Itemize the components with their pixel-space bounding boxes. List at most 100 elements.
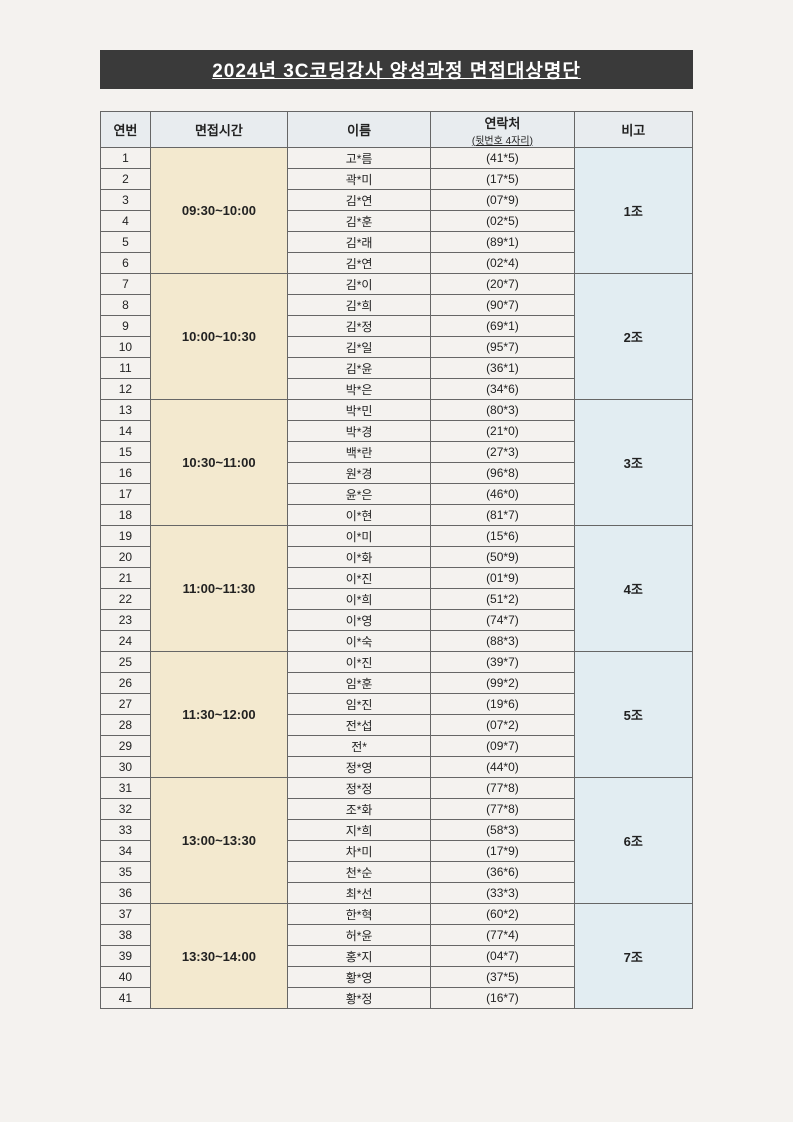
cell-phone: (02*5): [431, 211, 574, 232]
cell-phone: (36*6): [431, 862, 574, 883]
cell-num: 23: [101, 610, 151, 631]
cell-num: 28: [101, 715, 151, 736]
cell-name: 홍*지: [287, 946, 430, 967]
cell-num: 5: [101, 232, 151, 253]
cell-name: 정*정: [287, 778, 430, 799]
cell-phone: (51*2): [431, 589, 574, 610]
cell-num: 18: [101, 505, 151, 526]
cell-time: 10:00~10:30: [150, 274, 287, 400]
cell-num: 15: [101, 442, 151, 463]
cell-name: 이*숙: [287, 631, 430, 652]
cell-name: 차*미: [287, 841, 430, 862]
cell-phone: (80*3): [431, 400, 574, 421]
cell-name: 천*순: [287, 862, 430, 883]
cell-name: 김*래: [287, 232, 430, 253]
cell-time: 11:30~12:00: [150, 652, 287, 778]
cell-group: 3조: [574, 400, 692, 526]
cell-phone: (36*1): [431, 358, 574, 379]
cell-phone: (17*5): [431, 169, 574, 190]
cell-phone: (21*0): [431, 421, 574, 442]
cell-num: 33: [101, 820, 151, 841]
cell-phone: (34*6): [431, 379, 574, 400]
cell-phone: (15*6): [431, 526, 574, 547]
cell-phone: (90*7): [431, 295, 574, 316]
cell-num: 7: [101, 274, 151, 295]
cell-phone: (04*7): [431, 946, 574, 967]
cell-phone: (96*8): [431, 463, 574, 484]
table-row: 710:00~10:30김*이(20*7)2조: [101, 274, 693, 295]
cell-num: 27: [101, 694, 151, 715]
cell-name: 박*민: [287, 400, 430, 421]
cell-phone: (95*7): [431, 337, 574, 358]
cell-phone: (20*7): [431, 274, 574, 295]
cell-num: 9: [101, 316, 151, 337]
cell-num: 8: [101, 295, 151, 316]
col-phone-sub: (뒷번호 4자리): [431, 132, 573, 147]
header-row: 연번 면접시간 이름 연락처 (뒷번호 4자리) 비고: [101, 112, 693, 148]
col-group: 비고: [574, 112, 692, 148]
cell-num: 34: [101, 841, 151, 862]
cell-phone: (50*9): [431, 547, 574, 568]
cell-num: 40: [101, 967, 151, 988]
cell-num: 36: [101, 883, 151, 904]
cell-num: 24: [101, 631, 151, 652]
cell-num: 12: [101, 379, 151, 400]
cell-phone: (07*9): [431, 190, 574, 211]
table-row: 1310:30~11:00박*민(80*3)3조: [101, 400, 693, 421]
cell-name: 한*혁: [287, 904, 430, 925]
cell-name: 정*영: [287, 757, 430, 778]
cell-phone: (27*3): [431, 442, 574, 463]
cell-num: 22: [101, 589, 151, 610]
cell-num: 29: [101, 736, 151, 757]
cell-num: 38: [101, 925, 151, 946]
cell-name: 백*란: [287, 442, 430, 463]
cell-time: 10:30~11:00: [150, 400, 287, 526]
cell-name: 김*일: [287, 337, 430, 358]
cell-name: 김*훈: [287, 211, 430, 232]
cell-phone: (58*3): [431, 820, 574, 841]
cell-num: 25: [101, 652, 151, 673]
cell-phone: (07*2): [431, 715, 574, 736]
cell-num: 6: [101, 253, 151, 274]
cell-num: 10: [101, 337, 151, 358]
cell-name: 지*희: [287, 820, 430, 841]
cell-name: 김*윤: [287, 358, 430, 379]
cell-name: 이*진: [287, 568, 430, 589]
cell-phone: (33*3): [431, 883, 574, 904]
page-title: 2024년 3C코딩강사 양성과정 면접대상명단: [100, 50, 693, 89]
cell-name: 조*화: [287, 799, 430, 820]
cell-name: 윤*은: [287, 484, 430, 505]
cell-group: 5조: [574, 652, 692, 778]
cell-phone: (39*7): [431, 652, 574, 673]
cell-phone: (01*9): [431, 568, 574, 589]
cell-time: 09:30~10:00: [150, 148, 287, 274]
table-row: 1911:00~11:30이*미(15*6)4조: [101, 526, 693, 547]
cell-group: 7조: [574, 904, 692, 1009]
table-row: 2511:30~12:00이*진(39*7)5조: [101, 652, 693, 673]
cell-name: 최*선: [287, 883, 430, 904]
cell-phone: (19*6): [431, 694, 574, 715]
cell-name: 이*미: [287, 526, 430, 547]
cell-phone: (09*7): [431, 736, 574, 757]
cell-phone: (02*4): [431, 253, 574, 274]
cell-time: 13:00~13:30: [150, 778, 287, 904]
col-name: 이름: [287, 112, 430, 148]
cell-num: 14: [101, 421, 151, 442]
cell-num: 3: [101, 190, 151, 211]
cell-name: 김*연: [287, 253, 430, 274]
cell-name: 이*영: [287, 610, 430, 631]
cell-phone: (44*0): [431, 757, 574, 778]
cell-group: 2조: [574, 274, 692, 400]
cell-num: 39: [101, 946, 151, 967]
cell-name: 전*: [287, 736, 430, 757]
cell-num: 32: [101, 799, 151, 820]
cell-name: 이*현: [287, 505, 430, 526]
cell-name: 김*연: [287, 190, 430, 211]
cell-num: 2: [101, 169, 151, 190]
cell-phone: (77*8): [431, 799, 574, 820]
cell-num: 37: [101, 904, 151, 925]
cell-name: 박*은: [287, 379, 430, 400]
cell-num: 31: [101, 778, 151, 799]
cell-num: 13: [101, 400, 151, 421]
cell-name: 김*희: [287, 295, 430, 316]
